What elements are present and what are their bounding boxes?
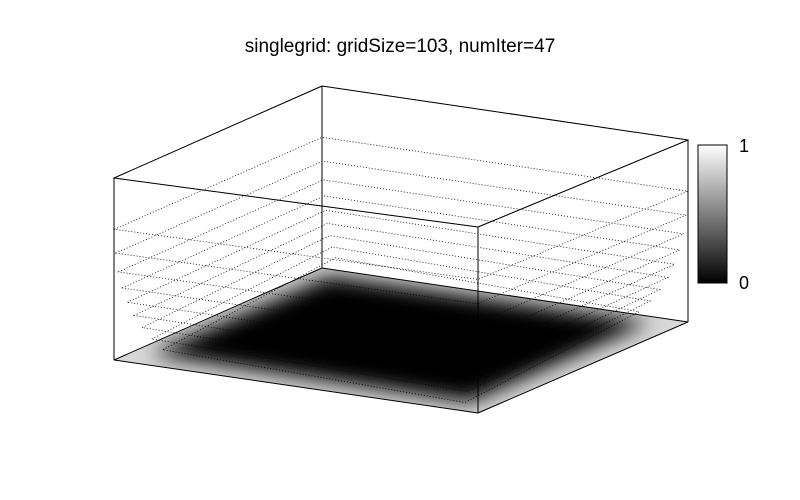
box-front-edges <box>113 85 689 414</box>
contour-line-3 <box>140 235 662 381</box>
contour-line-4 <box>132 223 670 368</box>
contour-line-9 <box>112 136 690 280</box>
colorbar-tick-min: 0 <box>739 273 749 293</box>
contour-line-2 <box>150 246 652 392</box>
contour-line-8 <box>114 160 688 305</box>
colorbar-gradient <box>697 144 728 284</box>
contour-line-10 <box>112 85 690 228</box>
chart-title: singlegrid: gridSize=103, numIter=47 <box>244 36 556 57</box>
colorbar-tick-max: 1 <box>739 136 749 156</box>
colorbar: 1 0 <box>697 136 749 293</box>
floor-heatmap <box>114 268 688 413</box>
